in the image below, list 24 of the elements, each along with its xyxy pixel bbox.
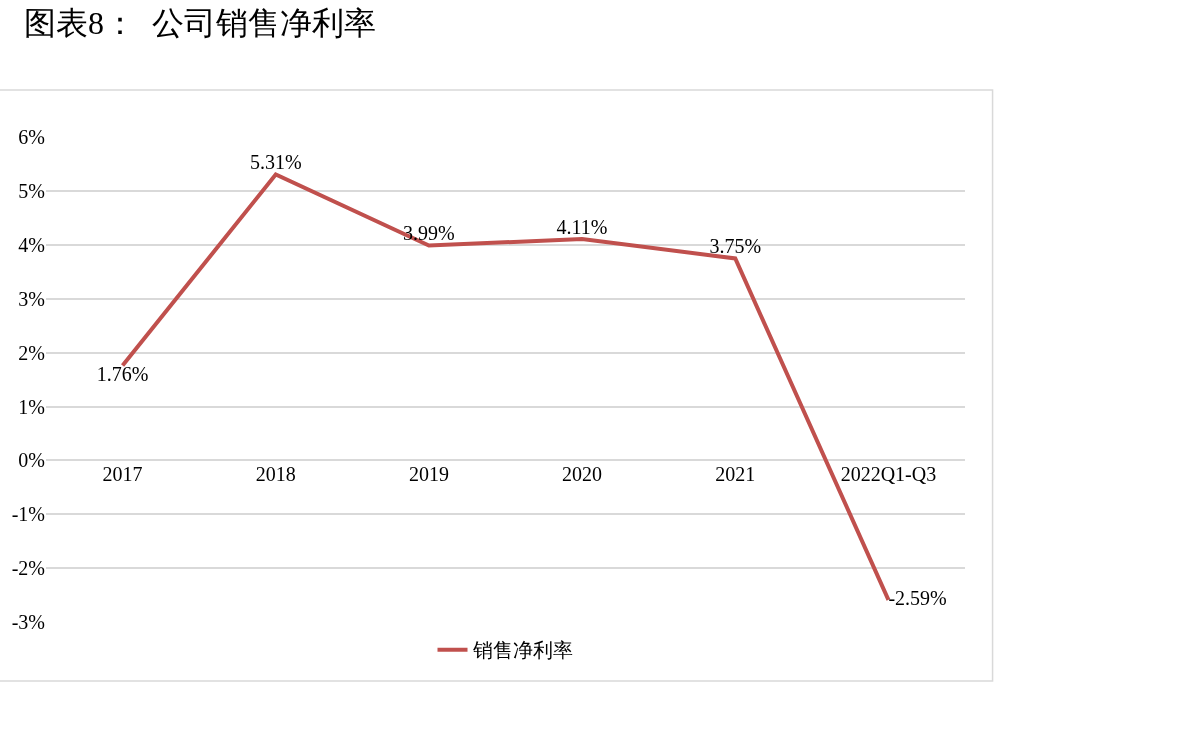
- text: 3.75%: [709, 235, 762, 258]
- y-tick-label: 1%: [18, 395, 45, 418]
- y-tick-label: 5%: [18, 180, 45, 203]
- y-tick-label: 4%: [18, 233, 45, 256]
- y-tick-label: 6%: [18, 126, 45, 149]
- text: 1.76%: [96, 362, 149, 385]
- x-tick-label: 2018: [255, 463, 296, 486]
- y-tick-label: 3%: [18, 287, 45, 310]
- chart-title: 图表8： 公司销售净利率: [23, 4, 376, 41]
- text: 5.31%: [249, 151, 302, 174]
- y-tick-label: -2%: [11, 557, 45, 580]
- legend-label: 销售净利率: [471, 639, 573, 662]
- x-tick-label: 2019: [408, 463, 449, 486]
- x-tick-label: 2022Q1-Q3: [840, 463, 937, 486]
- text: 3.99%: [403, 222, 455, 245]
- x-tick-label: 2021: [715, 463, 756, 486]
- text: 4.11%: [556, 216, 608, 239]
- x-tick-label: 2017: [102, 463, 143, 486]
- y-tick-label: 2%: [18, 341, 45, 364]
- y-tick-label: -3%: [11, 610, 45, 633]
- y-tick-label: 0%: [18, 449, 45, 472]
- text: -2.59%: [888, 586, 947, 609]
- y-tick-label: -1%: [11, 503, 45, 526]
- x-tick-label: 2020: [562, 463, 603, 486]
